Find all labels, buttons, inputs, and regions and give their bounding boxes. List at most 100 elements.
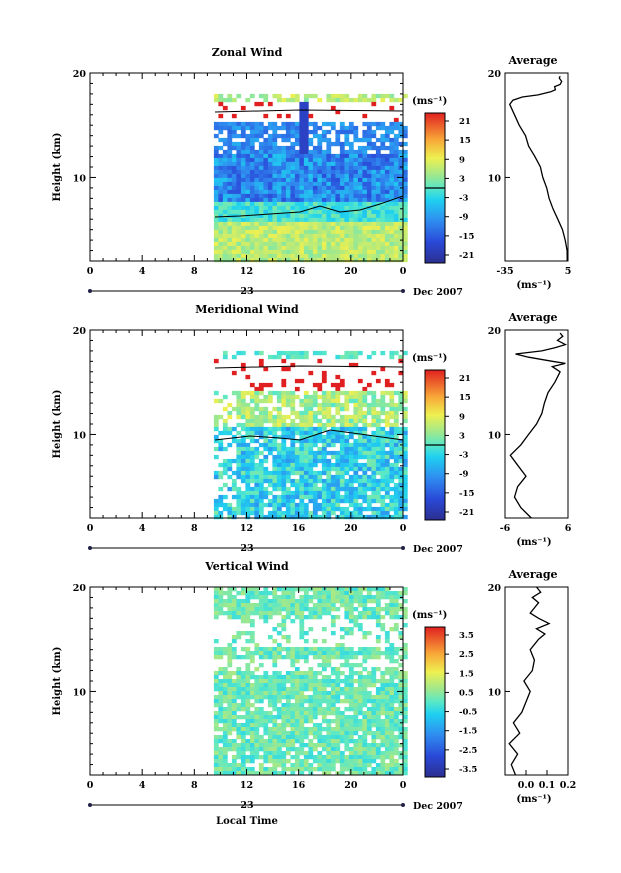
heat-cell [281, 97, 287, 103]
heat-cell [335, 97, 341, 103]
heat-cell [285, 426, 291, 432]
heat-cell [380, 671, 386, 676]
heat-cell [339, 715, 345, 720]
heat-cell [222, 466, 228, 472]
heat-cell [380, 217, 386, 223]
heat-cell [299, 205, 305, 211]
heat-cell [227, 229, 233, 235]
colorbar-tick-label: -15 [459, 489, 474, 499]
heat-cell [263, 514, 269, 520]
heat-cell [299, 611, 305, 616]
heat-cell [240, 201, 246, 207]
heat-cell [326, 466, 332, 472]
heat-cell [366, 671, 372, 676]
heat-cell [272, 607, 278, 612]
heat-cell [308, 422, 314, 428]
heat-cell [276, 699, 282, 704]
heat-cell [335, 185, 341, 191]
heat-cell [402, 213, 408, 219]
heat-cell [312, 759, 318, 764]
heat-cell [245, 157, 251, 163]
heat-cell [249, 446, 255, 452]
heat-cell [384, 181, 390, 187]
heat-cell [290, 221, 296, 227]
heat-cell [384, 631, 390, 636]
heat-cell [326, 699, 332, 704]
heat-cell [303, 647, 309, 652]
heat-cell [236, 703, 242, 708]
heat-cell [299, 731, 305, 736]
heat-cell [231, 478, 237, 484]
heat-cell [290, 603, 296, 608]
heat-cell [330, 727, 336, 732]
heat-cell [402, 149, 408, 155]
heat-cell [353, 587, 359, 592]
heat-cell [389, 149, 395, 155]
heat-cell [362, 747, 368, 752]
heat-cell [299, 446, 305, 452]
heat-cell [222, 177, 228, 183]
heat-cell [303, 225, 309, 231]
heat-cell [213, 426, 219, 432]
heat-cell [290, 241, 296, 247]
heat-cell [308, 197, 314, 203]
heat-cell [272, 506, 278, 512]
heat-cell [326, 193, 332, 199]
heat-cell [402, 229, 408, 235]
heat-cell [366, 173, 372, 179]
heat-cell [317, 683, 323, 688]
heat-cell [240, 414, 246, 420]
heat-cell [317, 181, 323, 187]
heat-cell [380, 438, 386, 444]
heat-cell [312, 695, 318, 700]
heat-cell [366, 498, 372, 504]
heat-cell [272, 763, 278, 768]
heat-cell [362, 113, 368, 119]
heat-cell [245, 731, 251, 736]
heat-cell [227, 153, 233, 159]
heat-cell [236, 502, 242, 508]
colorbar-tick-label: -21 [459, 251, 474, 261]
heat-cell [402, 233, 408, 239]
y-tick-label: 20 [73, 326, 87, 337]
heat-cell [321, 466, 327, 472]
heat-cell [294, 647, 300, 652]
heat-cell [249, 458, 255, 464]
heat-cell [348, 647, 354, 652]
heat-cell [290, 133, 296, 139]
heat-cell [249, 430, 255, 436]
heat-cell [335, 671, 341, 676]
heat-cell [254, 386, 260, 392]
heat-cell [303, 157, 309, 163]
heat-cell [393, 615, 399, 620]
heat-cell [236, 201, 242, 207]
heat-cell [398, 173, 404, 179]
heat-cell [272, 129, 278, 135]
heat-cell [353, 474, 359, 480]
heat-cell [245, 639, 251, 644]
heat-cell [366, 711, 372, 716]
heat-cell [236, 631, 242, 636]
heat-cell [366, 695, 372, 700]
heat-cell [227, 474, 233, 480]
heat-cell [245, 514, 251, 520]
heat-cell [299, 470, 305, 476]
heat-cell [285, 591, 291, 596]
heat-cell [308, 651, 314, 656]
heat-cell [245, 173, 251, 179]
x-tick-label: 4 [139, 266, 146, 277]
heat-cell [249, 651, 255, 656]
heat-cell [285, 177, 291, 183]
heat-cell [294, 759, 300, 764]
heat-cell [222, 599, 228, 604]
heat-cell [285, 350, 291, 356]
heat-cell [308, 157, 314, 163]
heat-cell [245, 414, 251, 420]
heat-cell [312, 498, 318, 504]
heat-cell [276, 595, 282, 600]
heat-cell [281, 731, 287, 736]
heat-cell [330, 502, 336, 508]
heat-cell [272, 675, 278, 680]
heat-cell [357, 414, 363, 420]
heat-cell [267, 635, 273, 640]
